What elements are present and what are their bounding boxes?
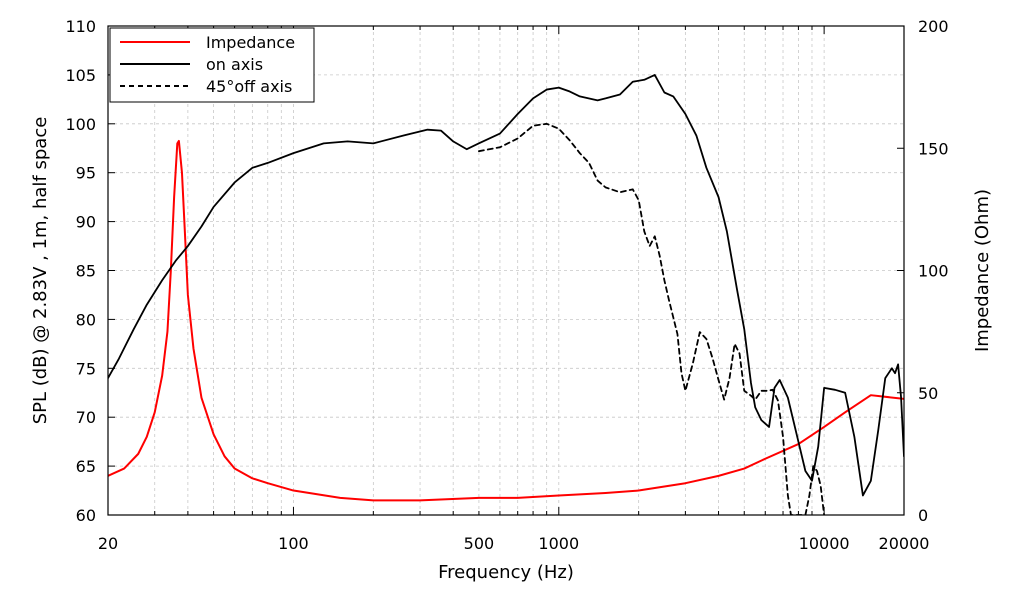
y-tick-label-right: 0: [918, 506, 928, 525]
y-tick-label-left: 80: [76, 310, 96, 329]
y-tick-label-left: 70: [76, 408, 96, 427]
x-tick-label: 20000: [879, 534, 930, 553]
y-tick-label-right: 100: [918, 262, 949, 281]
legend-label-on-axis: on axis: [206, 55, 263, 74]
y-axis-label-left: SPL (dB) @ 2.83V , 1m, half space: [30, 117, 51, 425]
series-line-impedance: [108, 139, 904, 502]
y-tick-label-left: 95: [76, 164, 96, 183]
y-tick-label-right: 150: [918, 139, 949, 158]
legend: Impedance on axis 45°off axis: [109, 27, 315, 103]
legend-label-impedance: Impedance: [206, 33, 295, 52]
legend-label-45-off-axis: 45°off axis: [206, 77, 292, 96]
y-tick-label-left: 110: [65, 17, 96, 36]
x-axis-label: Frequency (Hz): [438, 562, 574, 583]
y-tick-label-left: 105: [65, 66, 96, 85]
series-line-on-axis: [108, 74, 904, 497]
y-tick-label-left: 90: [76, 213, 96, 232]
y-tick-label-left: 75: [76, 359, 96, 378]
y-tick-label-left: 65: [76, 457, 96, 476]
y-tick-label-left: 85: [76, 262, 96, 281]
y-tick-label-right: 200: [918, 17, 949, 36]
y-tick-label-right: 50: [918, 384, 938, 403]
y-tick-label-left: 60: [76, 506, 96, 525]
y-tick-label-left: 100: [65, 115, 96, 134]
ticks: 20 100 500 1000 10000 20000606570758085909510…: [65, 17, 948, 553]
x-tick-label: 500: [464, 534, 495, 553]
x-tick-label: 1000: [538, 534, 579, 553]
y-axis-label-right: Impedance (Ohm): [972, 189, 993, 352]
plot-area: [108, 74, 904, 515]
x-tick-label: 100: [278, 534, 309, 553]
series-line-45-off-axis: [478, 122, 826, 515]
x-tick-label: 20: [98, 534, 118, 553]
x-tick-label: 10000: [799, 534, 850, 553]
